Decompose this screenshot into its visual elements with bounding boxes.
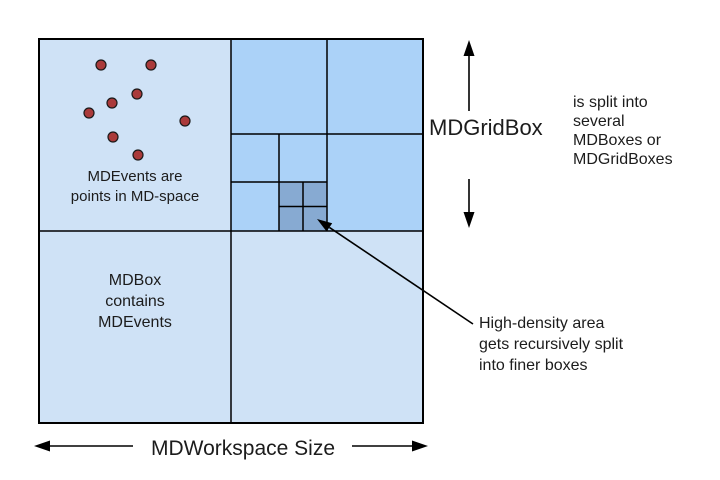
caption-line: gets recursively split — [479, 336, 624, 353]
arrow-up-icon — [463, 40, 475, 56]
arrow-right-icon — [412, 440, 428, 452]
gridbox-height-arrow — [463, 40, 475, 228]
md-event-dot — [95, 59, 107, 71]
caption-line: contains — [105, 293, 165, 310]
high-density-caption: High-density area gets recursively split… — [479, 313, 623, 376]
pointer-arrowhead-icon — [317, 219, 333, 232]
caption-line: points in MD-space — [70, 188, 200, 205]
md-event-dot — [179, 115, 191, 127]
md-workspace-border — [38, 38, 424, 424]
description-line: several — [573, 113, 625, 130]
description-line: MDGridBoxes — [573, 151, 673, 168]
split-lines — [39, 39, 423, 423]
caption-line: MDBox — [108, 272, 162, 289]
high-density-pointer-arrow — [317, 219, 474, 325]
arrow-left-icon — [34, 440, 50, 452]
arrow-down-icon — [463, 212, 475, 228]
caption-line: High-density area — [479, 315, 605, 332]
md-event-dot — [131, 88, 143, 100]
md-event-dot — [132, 149, 144, 161]
gridbox-title: MDGridBox — [429, 115, 543, 140]
description-line: MDBoxes or — [573, 132, 662, 149]
md-event-dot — [145, 59, 157, 71]
description-line: is split into — [573, 94, 648, 111]
caption-line: into finer boxes — [479, 357, 588, 374]
workspace-size-arrow — [34, 440, 428, 452]
caption-line: MDEvents are — [87, 168, 183, 185]
md-box-caption: MDBox contains MDEvents — [39, 270, 231, 333]
caption-line: MDEvents — [98, 314, 172, 331]
md-event-dot — [83, 107, 95, 119]
pointer-shaft — [328, 226, 474, 325]
md-event-dot — [107, 131, 119, 143]
md-event-dot — [106, 97, 118, 109]
md-events-caption: MDEvents are points in MD-space — [39, 167, 231, 207]
gridbox-description: is split into several MDBoxes or MDGridB… — [573, 93, 673, 169]
md-event-dots — [83, 59, 191, 161]
workspace-size-label: MDWorkspace Size — [151, 437, 335, 460]
